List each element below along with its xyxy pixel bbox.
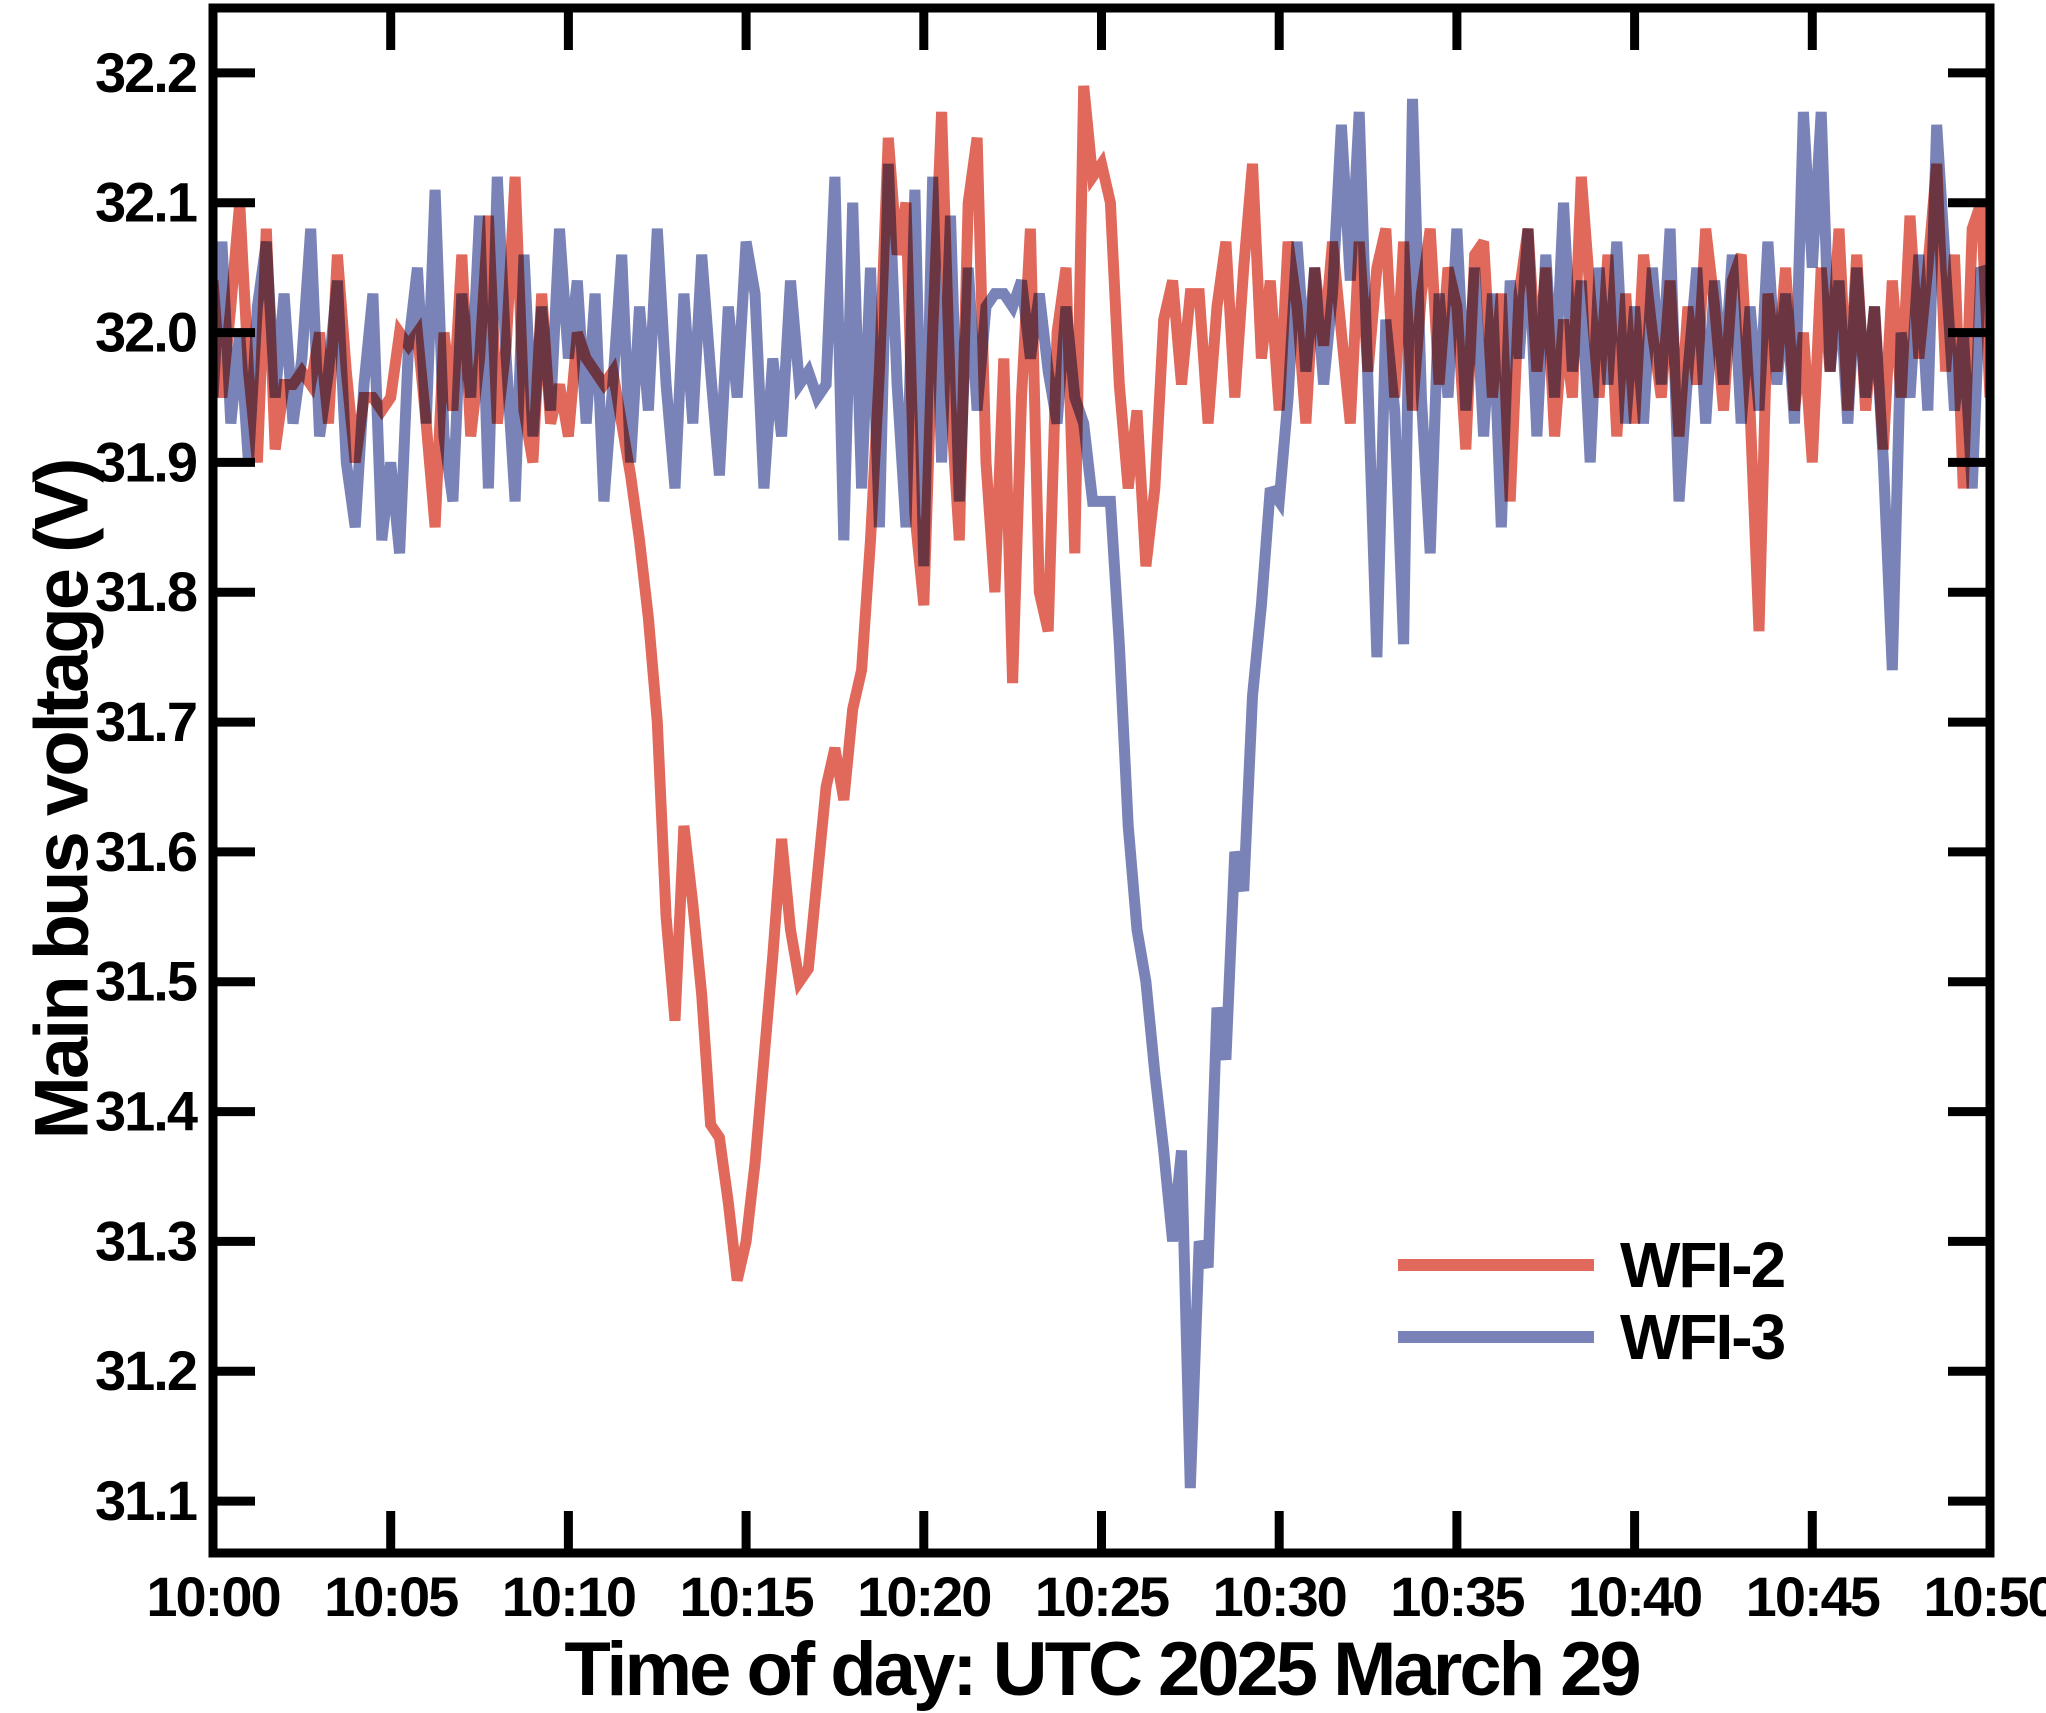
x-tick-label: 10:45 [1746,1565,1880,1628]
wfi-3-line [213,98,1990,1489]
legend-label-wfi-3: WFI-3 [1620,1301,1786,1373]
y-tick-label: 31.4 [95,1080,198,1143]
y-tick-label: 31.8 [95,560,197,623]
x-tick-label: 10:30 [1213,1565,1346,1628]
legend-line-wfi-2 [1398,1259,1594,1271]
y-tick-label: 32.2 [95,41,196,104]
x-tick-label: 10:15 [679,1565,813,1628]
x-tick-label: 10:35 [1390,1565,1524,1628]
x-tick-label: 10:05 [324,1565,458,1628]
legend-item-wfi-3: WFI-3 [1398,1301,1786,1373]
legend: WFI-2 WFI-3 [1398,1229,1786,1373]
x-tick-label: 10:25 [1035,1565,1169,1628]
y-tick-label: 32.0 [95,301,196,364]
x-tick-label: 10:40 [1568,1565,1701,1628]
y-tick-label: 31.1 [95,1469,197,1532]
legend-item-wfi-2: WFI-2 [1398,1229,1786,1301]
y-tick-label: 31.6 [95,820,197,883]
x-axis-title: Time of day: UTC 2025 March 29 [564,1627,1641,1712]
y-tick-label: 32.1 [95,171,197,234]
x-tick-label: 10:20 [857,1565,990,1628]
x-tick-label: 10:10 [502,1565,635,1628]
x-tick-label: 10:50 [1923,1565,2046,1628]
legend-label-wfi-2: WFI-2 [1620,1229,1786,1301]
y-tick-label: 31.3 [95,1209,197,1272]
y-tick-label: 31.7 [95,690,196,753]
y-tick-label: 31.2 [95,1339,196,1402]
x-tick-label: 10:00 [146,1565,279,1628]
y-axis-title: Main bus voltage (V) [19,460,105,1140]
y-tick-label: 31.5 [95,950,197,1013]
legend-line-wfi-3 [1398,1331,1594,1343]
y-tick-label: 31.9 [95,430,197,493]
